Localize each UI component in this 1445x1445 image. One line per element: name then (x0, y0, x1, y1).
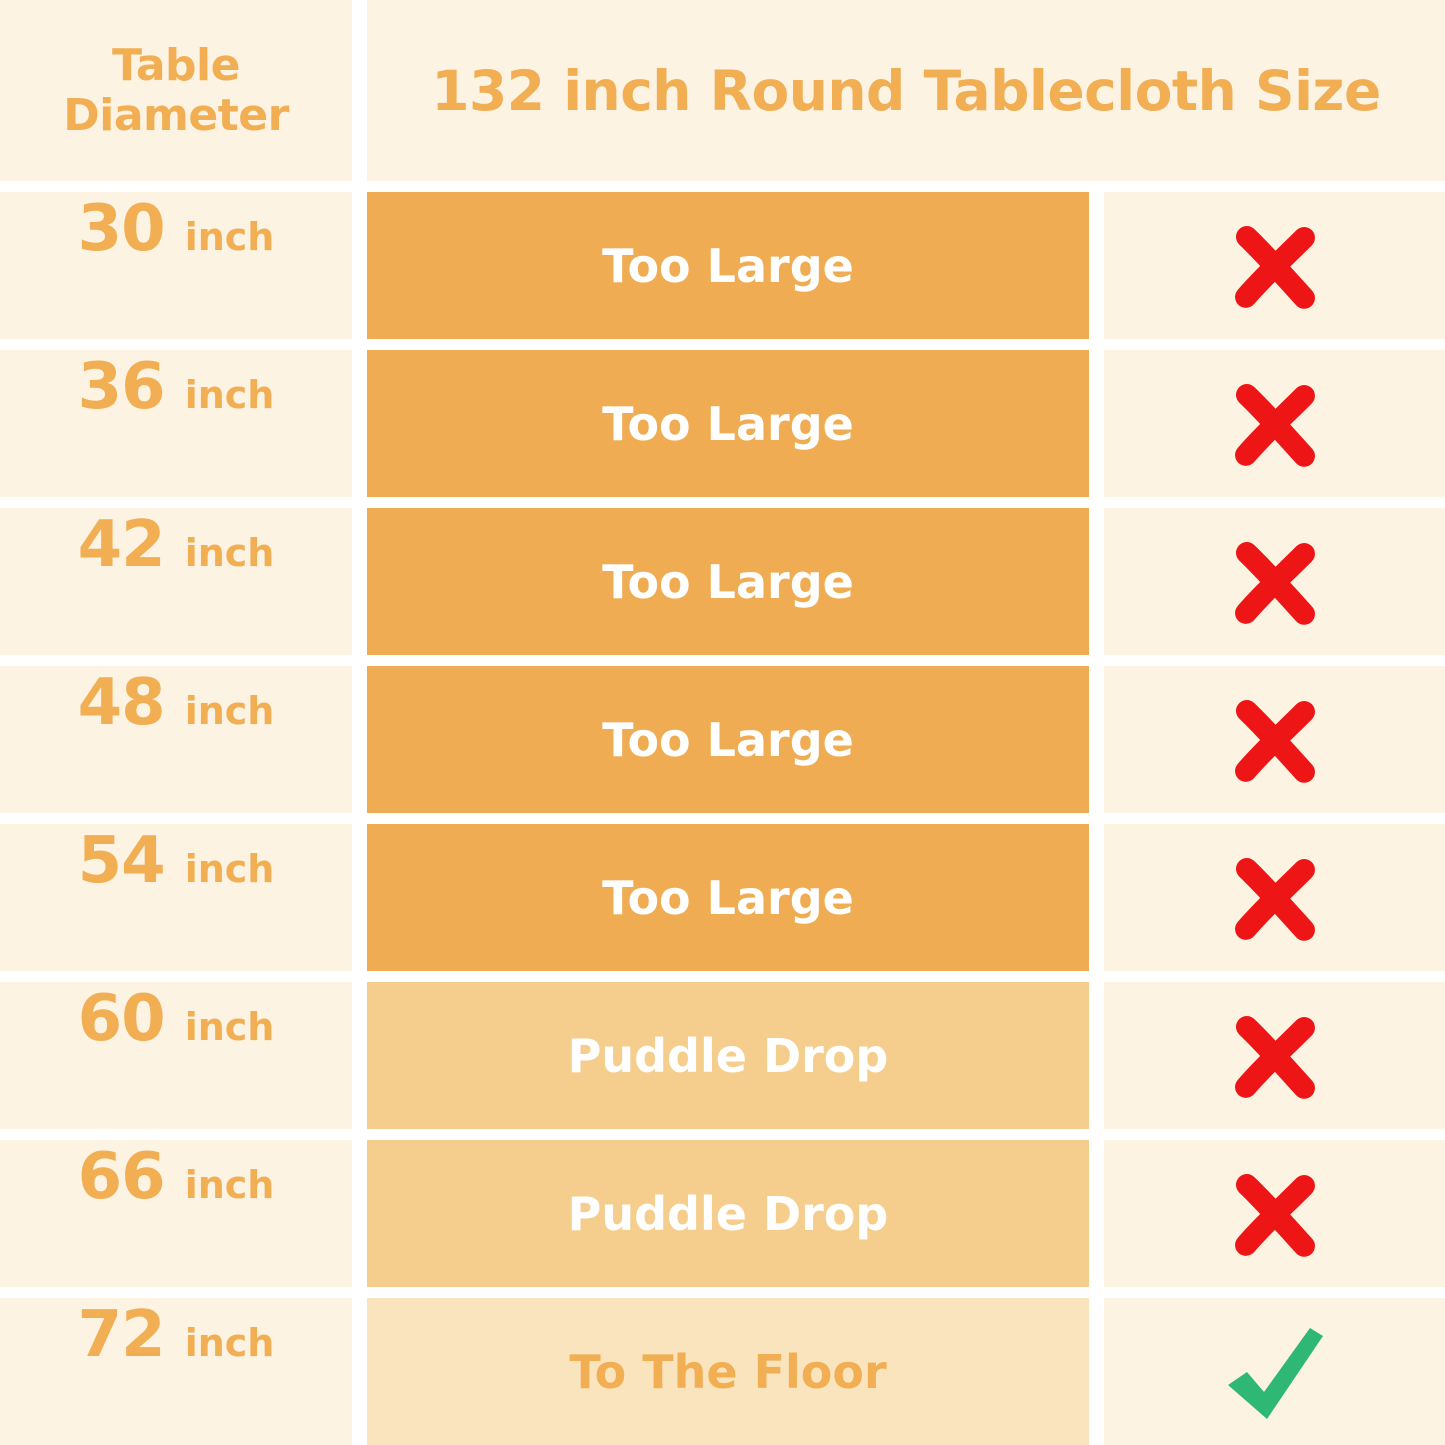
table-diameter-cell: 42 inch (0, 508, 352, 655)
fit-bar: Too Large (367, 666, 1089, 813)
diameter-unit: inch (184, 689, 275, 733)
cross-icon (1234, 383, 1315, 467)
diameter-unit: inch (184, 373, 275, 417)
fit-bar: To The Floor (367, 1298, 1089, 1445)
table-diameter-cell: 36 inch (0, 350, 352, 497)
table-diameter-cell: 60 inch (0, 982, 352, 1129)
fit-result-cell (1104, 350, 1445, 497)
table-diameter-label: 60 inch (78, 982, 275, 1056)
fit-label: Puddle Drop (567, 1186, 889, 1241)
fit-bar: Puddle Drop (367, 1140, 1089, 1287)
cross-icon (1234, 1173, 1315, 1257)
table-diameter-header-cell: Table Diameter (0, 0, 352, 181)
diameter-unit: inch (184, 1321, 275, 1365)
diameter-value: 60 (77, 982, 166, 1056)
table-diameter-cell: 48 inch (0, 666, 352, 813)
fit-label: Too Large (602, 870, 854, 925)
diameter-unit: inch (184, 847, 275, 891)
table-diameter-cell: 30 inch (0, 192, 352, 339)
fit-bar: Puddle Drop (367, 982, 1089, 1129)
fit-result-cell (1104, 192, 1445, 339)
chart-title-cell: 132 inch Round Tablecloth Size (367, 0, 1445, 181)
check-icon (1227, 1327, 1323, 1419)
table-diameter-cell: 54 inch (0, 824, 352, 971)
cross-icon (1234, 699, 1315, 783)
table-diameter-header-label: Table Diameter (63, 40, 289, 141)
fit-result-cell (1104, 824, 1445, 971)
fit-label: Too Large (602, 238, 854, 293)
diameter-unit: inch (184, 215, 275, 259)
fit-bar: Too Large (367, 824, 1089, 971)
cross-icon (1234, 1015, 1315, 1099)
chart-title: 132 inch Round Tablecloth Size (431, 58, 1381, 123)
cross-icon (1234, 541, 1315, 625)
fit-result-cell (1104, 1140, 1445, 1287)
fit-label: Too Large (602, 712, 854, 767)
fit-result-cell (1104, 982, 1445, 1129)
diameter-value: 72 (77, 1298, 166, 1372)
diameter-value: 30 (77, 192, 166, 266)
fit-bar: Too Large (367, 192, 1089, 339)
fit-label: Too Large (602, 554, 854, 609)
diameter-value: 66 (77, 1140, 166, 1214)
table-diameter-label: 66 inch (78, 1140, 275, 1214)
diameter-value: 54 (77, 824, 166, 898)
table-diameter-label: 42 inch (78, 508, 275, 582)
table-diameter-label: 30 inch (78, 192, 275, 266)
table-diameter-cell: 72 inch (0, 1298, 352, 1445)
table-diameter-label: 72 inch (78, 1298, 275, 1372)
fit-label: Puddle Drop (567, 1028, 889, 1083)
diameter-value: 42 (77, 508, 166, 582)
table-diameter-cell: 66 inch (0, 1140, 352, 1287)
fit-bar: Too Large (367, 350, 1089, 497)
fit-label: Too Large (602, 396, 854, 451)
diameter-unit: inch (184, 1005, 275, 1049)
fit-bar: Too Large (367, 508, 1089, 655)
diameter-value: 48 (77, 666, 166, 740)
diameter-value: 36 (77, 350, 166, 424)
table-diameter-label: 54 inch (78, 824, 275, 898)
fit-label: To The Floor (569, 1344, 887, 1399)
diameter-unit: inch (184, 1163, 275, 1207)
table-diameter-label: 48 inch (78, 666, 275, 740)
cross-icon (1234, 857, 1315, 941)
fit-result-cell (1104, 1298, 1445, 1445)
table-diameter-label: 36 inch (78, 350, 275, 424)
diameter-unit: inch (184, 531, 275, 575)
cross-icon (1234, 225, 1315, 309)
fit-result-cell (1104, 508, 1445, 655)
fit-result-cell (1104, 666, 1445, 813)
